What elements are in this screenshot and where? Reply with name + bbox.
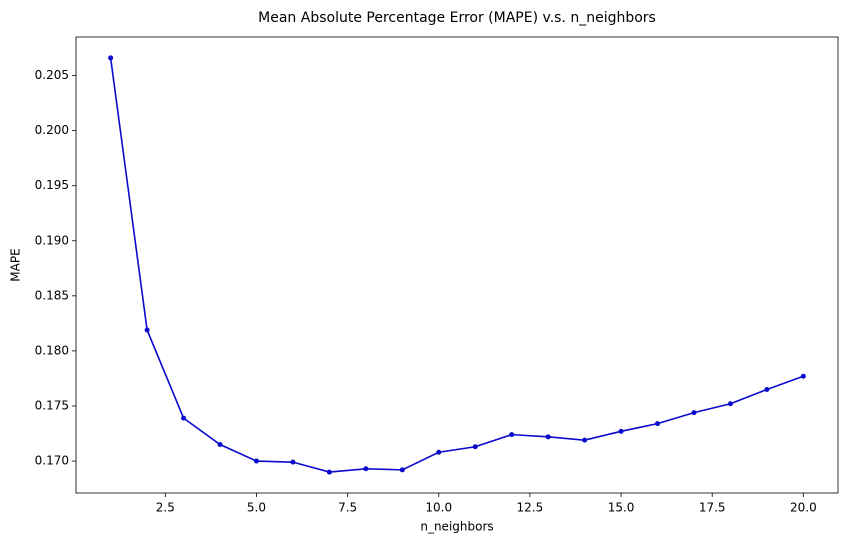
data-point	[655, 421, 661, 427]
data-point	[108, 55, 114, 61]
data-point	[727, 401, 733, 407]
data-point	[582, 437, 588, 443]
data-point	[253, 458, 259, 464]
data-point	[399, 467, 405, 473]
y-tick-label: 0.180	[35, 343, 69, 357]
x-tick-label: 5.0	[247, 501, 266, 515]
data-point	[217, 442, 223, 448]
data-point	[326, 469, 332, 475]
y-tick-label: 0.195	[35, 178, 69, 192]
y-tick-label: 0.175	[35, 398, 69, 412]
data-line	[109, 57, 804, 473]
data-point	[764, 386, 770, 392]
x-tick-label: 15.0	[608, 501, 635, 515]
chart-title: Mean Absolute Percentage Error (MAPE) v.…	[258, 10, 656, 26]
plot-frame	[75, 36, 839, 494]
data-point	[800, 373, 806, 379]
data-point	[509, 432, 515, 438]
x-tick-label: 10.0	[425, 501, 452, 515]
y-tick-label: 0.190	[35, 233, 69, 247]
x-axis-label: n_neighbors	[420, 520, 493, 534]
data-point	[691, 410, 697, 416]
data-point	[144, 327, 150, 333]
y-tick-label: 0.200	[35, 123, 69, 137]
y-tick-label: 0.205	[35, 68, 69, 82]
data-point	[181, 415, 187, 421]
x-tick-label: 20.0	[790, 501, 817, 515]
data-point	[618, 428, 624, 434]
x-tick-label: 12.5	[517, 501, 544, 515]
y-axis-label: MAPE	[9, 248, 23, 281]
y-tick-label: 0.185	[35, 288, 69, 302]
y-tick-label: 0.170	[35, 454, 69, 468]
x-tick-label: 2.5	[156, 501, 175, 515]
data-point	[363, 466, 369, 472]
x-tick-label: 17.5	[699, 501, 726, 515]
data-point	[472, 444, 478, 450]
data-point	[290, 459, 296, 465]
data-point	[545, 434, 551, 440]
x-tick-label: 7.5	[338, 501, 357, 515]
data-point	[436, 449, 442, 455]
